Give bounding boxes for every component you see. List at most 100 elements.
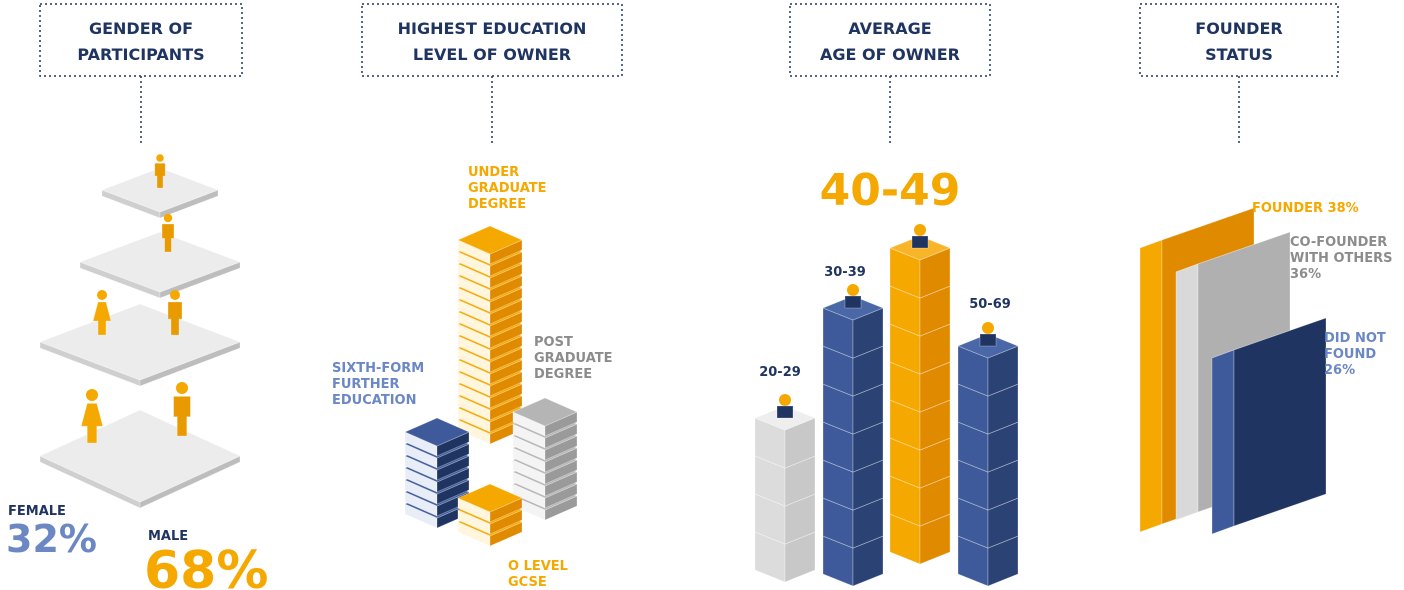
label: DEGREE <box>534 367 592 382</box>
label: FOUND <box>1324 347 1376 362</box>
person-icon <box>156 154 164 162</box>
person-icon <box>170 290 180 300</box>
percent: 32% <box>6 517 97 561</box>
person-icon <box>86 389 98 401</box>
label: FOUNDER 38% <box>1252 201 1359 216</box>
person-icon <box>167 301 183 336</box>
plate <box>78 231 242 293</box>
label: CO-FOUNDER <box>1290 235 1387 250</box>
label: GCSE <box>508 575 547 590</box>
label: GRADUATE <box>468 181 547 196</box>
book <box>489 359 523 385</box>
slab <box>1233 317 1327 527</box>
title: AVERAGE <box>848 19 931 38</box>
label: 36% <box>1290 267 1321 282</box>
book <box>544 471 578 497</box>
person-icon <box>173 395 191 437</box>
person-icon <box>911 235 929 249</box>
title-box <box>1139 3 1339 77</box>
title: PARTICIPANTS <box>77 45 204 64</box>
plate <box>139 341 241 387</box>
book <box>489 251 523 277</box>
book <box>544 435 578 461</box>
title: FOUNDER <box>1195 19 1282 38</box>
title: LEVEL OF OWNER <box>413 45 571 64</box>
person-icon <box>982 322 994 334</box>
book <box>544 423 578 449</box>
title: AGE OF OWNER <box>820 45 960 64</box>
label: SIXTH-FORM <box>332 361 424 376</box>
illustrations <box>38 154 1327 587</box>
person-icon <box>163 213 173 223</box>
book <box>436 455 470 481</box>
title: STATUS <box>1205 45 1273 64</box>
book <box>544 483 578 509</box>
title-box <box>789 3 991 77</box>
label: EDUCATION <box>332 393 416 408</box>
book <box>489 275 523 301</box>
book <box>489 263 523 289</box>
book <box>544 447 578 473</box>
title-box <box>39 3 243 77</box>
title: GENDER OF <box>89 19 193 38</box>
book <box>489 323 523 349</box>
person-icon <box>92 301 112 336</box>
percent: 68% <box>144 541 268 590</box>
person-icon <box>80 402 104 444</box>
book <box>404 417 470 447</box>
highlight: 40-49 <box>820 165 961 216</box>
plate <box>39 409 241 503</box>
book <box>512 397 578 427</box>
plate <box>100 167 220 213</box>
title: HIGHEST EDUCATION <box>398 19 587 38</box>
person-icon <box>97 290 107 300</box>
book <box>544 495 578 521</box>
person-icon <box>979 333 997 347</box>
person-icon <box>914 224 926 236</box>
title-boxes <box>39 3 1339 145</box>
person-icon <box>844 295 862 309</box>
book <box>489 335 523 361</box>
label: 20-29 <box>759 365 801 380</box>
label: DID NOT <box>1324 331 1386 346</box>
book <box>489 347 523 373</box>
label: WITH OTHERS <box>1290 251 1393 266</box>
book <box>436 443 470 469</box>
plate <box>38 303 242 381</box>
label: MALE <box>148 529 188 544</box>
label: 26% <box>1324 363 1355 378</box>
person-icon <box>176 382 188 394</box>
label: UNDER <box>468 165 519 180</box>
plate <box>159 189 219 219</box>
label: DEGREE <box>468 197 526 212</box>
person-icon <box>161 223 175 253</box>
person-icon <box>776 405 794 419</box>
texts: GENDER OF PARTICIPANTS HIGHEST EDUCATION… <box>6 19 1393 590</box>
label: 50-69 <box>969 297 1011 312</box>
label: 30-39 <box>824 265 866 280</box>
book <box>489 371 523 397</box>
slab <box>1175 263 1199 521</box>
book <box>457 483 523 513</box>
title-box <box>361 3 623 77</box>
label: O LEVEL <box>508 559 568 574</box>
label: FEMALE <box>8 504 66 519</box>
book <box>544 411 578 437</box>
label: GRADUATE <box>534 351 613 366</box>
book <box>489 497 523 523</box>
person-icon <box>779 394 791 406</box>
label: POST <box>534 335 573 350</box>
person-icon <box>847 284 859 296</box>
book <box>544 459 578 485</box>
book <box>489 383 523 409</box>
book <box>489 299 523 325</box>
slab <box>1139 239 1163 533</box>
book <box>436 479 470 505</box>
book <box>457 225 523 255</box>
plate <box>159 261 241 299</box>
book <box>436 431 470 457</box>
slab <box>1211 349 1235 535</box>
book <box>489 311 523 337</box>
label: FURTHER <box>332 377 400 392</box>
